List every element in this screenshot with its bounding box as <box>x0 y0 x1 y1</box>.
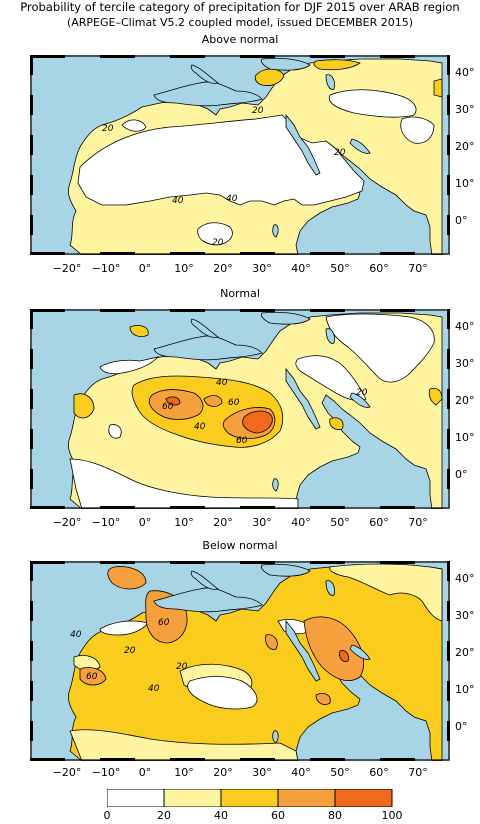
lat-label: 10° <box>455 177 475 190</box>
contour-label: 60 <box>162 402 174 412</box>
lon-label: 10° <box>174 516 194 529</box>
colorbar-tick: 0 <box>103 809 111 822</box>
map-above-normal: 20 20 20 40 40 20 <box>30 55 450 255</box>
lon-label: 40° <box>291 766 311 779</box>
lon-label: −10° <box>91 766 121 779</box>
lon-label: 40° <box>291 516 311 529</box>
colorbar-swatch-0-20 <box>106 788 165 808</box>
lat-label: 0° <box>455 468 468 481</box>
lat-label: 30° <box>455 357 475 370</box>
colorbar-tick: 80 <box>328 809 342 822</box>
class-80-100 <box>339 650 349 662</box>
class-60-80 <box>303 616 364 681</box>
mediterranean-sea <box>153 81 263 107</box>
white-region <box>187 676 258 710</box>
lon-label: 0° <box>138 766 152 779</box>
lat-label: 10° <box>455 683 475 696</box>
lat-label: 0° <box>455 214 468 227</box>
lon-label: 0° <box>138 262 152 275</box>
lat-label: 0° <box>455 720 468 733</box>
contour-label: 20 <box>252 106 264 116</box>
contour-label: 20 <box>212 238 224 248</box>
contour-label: 60 <box>158 618 170 628</box>
lon-label: 30° <box>252 516 272 529</box>
lon-label: −20° <box>52 766 82 779</box>
contour-label: 40 <box>226 194 238 204</box>
contour-label: 60 <box>228 398 240 408</box>
contour-label: 20 <box>124 646 136 656</box>
lon-label: 10° <box>174 262 194 275</box>
lon-label: 60° <box>369 262 389 275</box>
red-sea <box>285 367 321 430</box>
class-20-40 <box>329 563 443 622</box>
colorbar-tick: 20 <box>157 809 171 822</box>
red-sea <box>285 619 321 682</box>
colorbar-tick: 60 <box>271 809 285 822</box>
lat-label: 40° <box>455 66 475 79</box>
contour-label: 60 <box>86 672 98 682</box>
contour-label: 40 <box>216 378 228 388</box>
mediterranean-sea <box>153 587 263 613</box>
white-region <box>99 356 160 375</box>
panel-title-normal: Normal <box>220 287 260 300</box>
colorbar-swatch-60-80 <box>277 788 336 808</box>
map-below-normal: 40 60 20 20 60 40 <box>30 561 450 761</box>
figure-subtitle: (ARPEGE–Climat V5.2 coupled model, issue… <box>66 16 414 29</box>
lon-label: 20° <box>213 262 233 275</box>
lat-label: 30° <box>455 609 475 622</box>
contour-label: 20 <box>176 662 188 672</box>
contour-label: 40 <box>70 630 82 640</box>
contour-label: 60 <box>236 436 248 446</box>
lon-label: 70° <box>408 262 428 275</box>
panel-title-above-normal: Above normal <box>201 33 279 46</box>
lon-label: 0° <box>138 516 152 529</box>
contour-label: 40 <box>194 422 206 432</box>
red-sea <box>285 113 321 176</box>
colorbar-swatch-80-100 <box>334 788 393 808</box>
lon-label: −20° <box>52 516 82 529</box>
lon-label: 60° <box>369 766 389 779</box>
lon-label: 60° <box>369 516 389 529</box>
lon-label: 20° <box>213 516 233 529</box>
colorbar-tick: 40 <box>214 809 228 822</box>
lat-label: 20° <box>455 646 475 659</box>
figure-title: Probability of tercile category of preci… <box>20 0 460 14</box>
lon-label: 70° <box>408 766 428 779</box>
lon-label: 50° <box>330 262 350 275</box>
map-normal: 40 60 40 60 60 20 <box>30 309 450 509</box>
lat-label: 10° <box>455 431 475 444</box>
class-80-100 <box>242 410 273 434</box>
lon-label: 20° <box>213 766 233 779</box>
lon-label: 10° <box>174 766 194 779</box>
colorbar <box>106 788 393 811</box>
lon-label: 40° <box>291 262 311 275</box>
colorbar-swatch-40-60 <box>220 788 279 808</box>
lon-label: 70° <box>408 516 428 529</box>
lon-label: 30° <box>252 766 272 779</box>
contour-label: 20 <box>102 124 114 134</box>
mediterranean-sea <box>153 335 263 361</box>
colorbar-swatch-20-40 <box>163 788 222 808</box>
contour-label: 20 <box>356 388 368 398</box>
lon-label: −10° <box>91 262 121 275</box>
lon-label: −20° <box>52 262 82 275</box>
contour-label: 20 <box>334 148 346 158</box>
lat-label: 20° <box>455 394 475 407</box>
lat-label: 40° <box>455 320 475 333</box>
lat-label: 40° <box>455 572 475 585</box>
panel-title-below-normal: Below normal <box>202 539 278 552</box>
lon-label: 30° <box>252 262 272 275</box>
lon-label: 50° <box>330 766 350 779</box>
lon-label: 50° <box>330 516 350 529</box>
colorbar-tick: 100 <box>381 809 403 822</box>
lon-label: −10° <box>91 516 121 529</box>
lat-label: 30° <box>455 103 475 116</box>
contour-label: 40 <box>172 196 184 206</box>
contour-label: 40 <box>148 684 160 694</box>
lat-label: 20° <box>455 140 475 153</box>
